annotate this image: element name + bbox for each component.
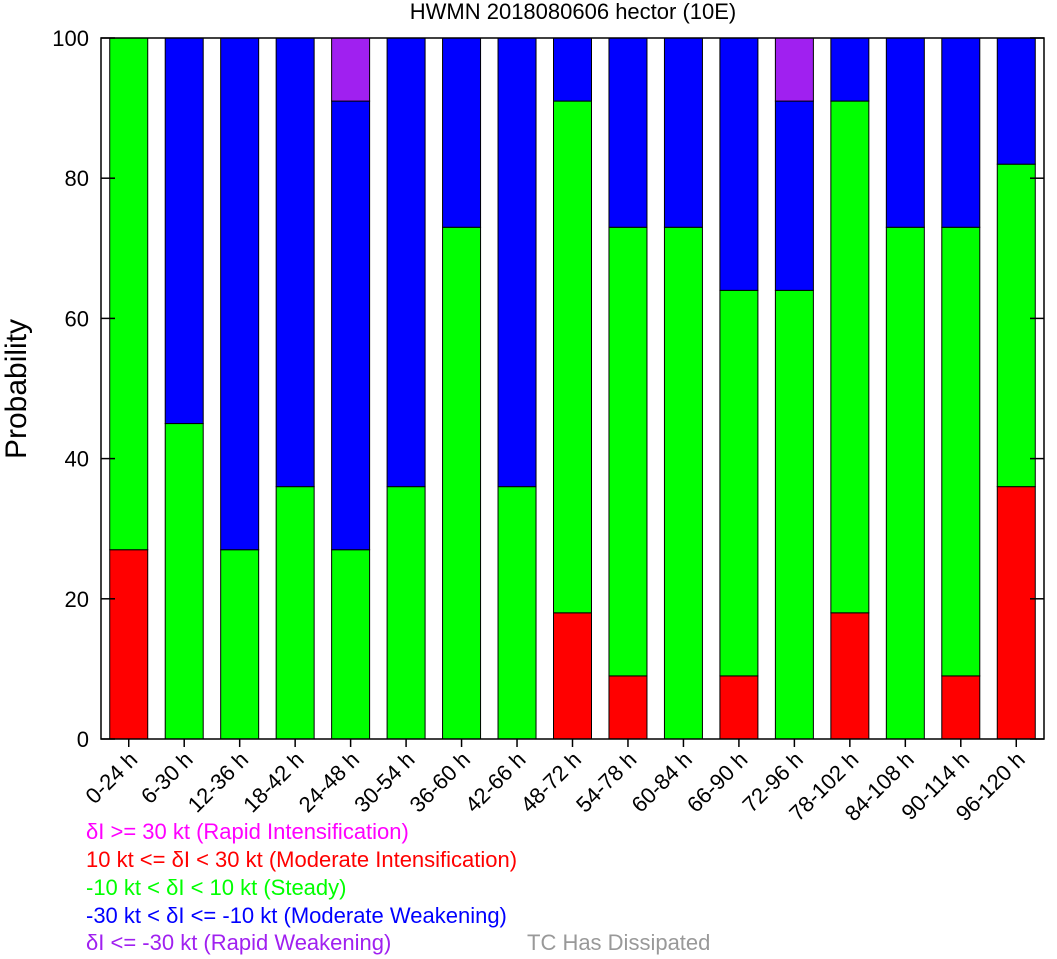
x-tick-label: 30-54 h bbox=[349, 747, 419, 817]
y-tick-label: 40 bbox=[65, 447, 89, 472]
bar-segment-mw-4 bbox=[331, 100, 371, 551]
y-tick-label: 20 bbox=[65, 587, 89, 612]
bar-segment-rw-4 bbox=[331, 37, 371, 102]
bar-segment-mw-1 bbox=[164, 37, 204, 425]
bar-segment-mw-15 bbox=[941, 37, 981, 228]
bar-segment-mw-13 bbox=[830, 37, 870, 102]
legend-steady: -10 kt < δI < 10 kt (Steady) bbox=[86, 875, 347, 900]
bar-segment-mw-5 bbox=[386, 37, 426, 488]
bar-segment-mw-14 bbox=[885, 37, 925, 228]
legend-moderate-intensification: 10 kt <= δI < 30 kt (Moderate Intensific… bbox=[86, 847, 518, 872]
bar-segment-mw-9 bbox=[608, 37, 648, 228]
bar-segment-st-9 bbox=[608, 226, 648, 677]
x-tick-label: 66-90 h bbox=[682, 747, 752, 817]
bar-segment-st-16 bbox=[996, 163, 1036, 488]
bar-segment-st-12 bbox=[774, 289, 814, 740]
bar-segment-st-10 bbox=[663, 226, 703, 740]
bar-segment-st-4 bbox=[331, 549, 371, 740]
legend-rapid-intensification: δI >= 30 kt (Rapid Intensification) bbox=[86, 819, 409, 844]
bar-segment-mi-0 bbox=[109, 549, 149, 740]
bar-segment-mw-11 bbox=[719, 37, 759, 291]
bar-segment-rw-12 bbox=[774, 37, 814, 102]
y-tick-label: 0 bbox=[77, 727, 89, 752]
bar-segment-st-14 bbox=[885, 226, 925, 740]
bar-segment-st-0 bbox=[109, 37, 149, 551]
x-tick-label: 42-66 h bbox=[460, 747, 530, 817]
bar-segment-mw-10 bbox=[663, 37, 703, 228]
bars-group bbox=[109, 37, 1036, 740]
y-axis-label: Probability bbox=[0, 319, 33, 459]
bar-segment-mw-7 bbox=[497, 37, 537, 488]
bar-segment-mi-13 bbox=[830, 612, 870, 740]
bar-segment-mw-3 bbox=[275, 37, 315, 488]
x-tick-label: 54-78 h bbox=[571, 747, 641, 817]
bar-segment-st-2 bbox=[220, 549, 260, 740]
bar-segment-mi-15 bbox=[941, 675, 981, 740]
x-tick-label: 24-48 h bbox=[294, 747, 364, 817]
x-tick-label: 0-24 h bbox=[80, 747, 142, 809]
bar-segment-st-8 bbox=[553, 100, 592, 614]
bar-segment-mi-11 bbox=[719, 675, 759, 740]
legend-tc-dissipated: TC Has Dissipated bbox=[527, 930, 711, 955]
x-tick-label: 36-60 h bbox=[405, 747, 475, 817]
legend-moderate-weakening: -30 kt < δI <= -10 kt (Moderate Weakenin… bbox=[86, 903, 507, 928]
bar-segment-mw-2 bbox=[220, 37, 260, 551]
bar-segment-st-7 bbox=[497, 486, 537, 740]
chart-title: HWMN 2018080606 hector (10E) bbox=[410, 0, 737, 24]
legend-rapid-weakening: δI <= -30 kt (Rapid Weakening) bbox=[86, 930, 392, 955]
bar-segment-st-11 bbox=[719, 289, 759, 677]
x-tick-label: 48-72 h bbox=[516, 747, 586, 817]
bar-segment-mi-16 bbox=[996, 486, 1036, 740]
bar-segment-mw-16 bbox=[996, 37, 1036, 165]
x-tick-label: 12-36 h bbox=[183, 747, 253, 817]
x-tick-label: 18-42 h bbox=[238, 747, 308, 817]
bar-segment-mi-9 bbox=[608, 675, 648, 740]
x-tick-label: 60-84 h bbox=[627, 747, 697, 817]
bar-segment-mi-8 bbox=[553, 612, 592, 740]
bar-segment-st-1 bbox=[164, 423, 204, 740]
bar-segment-st-3 bbox=[275, 486, 315, 740]
bar-segment-mw-12 bbox=[774, 100, 814, 291]
bar-segment-st-15 bbox=[941, 226, 981, 677]
y-tick-label: 100 bbox=[52, 26, 89, 51]
bar-segment-st-6 bbox=[442, 226, 482, 740]
bar-segment-st-13 bbox=[830, 100, 870, 614]
bar-segment-st-5 bbox=[386, 486, 426, 740]
bar-segment-mw-6 bbox=[442, 37, 482, 228]
bar-segment-mw-8 bbox=[553, 37, 592, 102]
y-tick-label: 80 bbox=[65, 166, 89, 191]
y-tick-label: 60 bbox=[65, 306, 89, 331]
